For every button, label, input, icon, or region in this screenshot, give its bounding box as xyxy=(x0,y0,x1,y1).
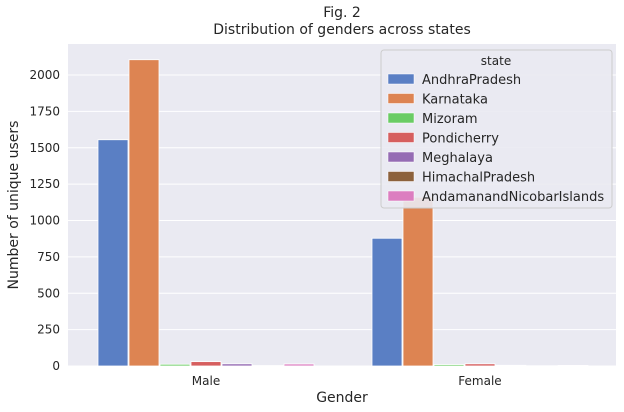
legend-swatch xyxy=(387,151,415,163)
bar-andhrapradesh-female xyxy=(371,237,403,367)
bar-andamanandnicobarislands-male xyxy=(283,363,315,367)
legend-swatch xyxy=(387,132,415,143)
x-axis-label: Gender xyxy=(316,390,368,406)
bar-andhrapradesh-male xyxy=(97,139,129,367)
y-tick-label: 2000 xyxy=(29,68,60,82)
bar-pondicherry-female xyxy=(464,363,496,367)
y-tick-label: 1250 xyxy=(29,177,60,191)
chart-title: Fig. 2 xyxy=(323,5,361,21)
y-axis-label: Number of unique users xyxy=(6,121,22,290)
legend-swatch xyxy=(387,93,415,104)
legend: state AndhraPradesh Karnataka Mizoram Pondi… xyxy=(380,49,613,209)
legend-label: Meghalaya xyxy=(422,151,493,166)
legend-swatch xyxy=(387,171,415,182)
legend-label: HimachalPradesh xyxy=(422,171,535,186)
bar-meghalaya-female xyxy=(495,364,527,367)
legend-swatch xyxy=(387,112,415,124)
legend-swatch xyxy=(387,73,415,85)
bar-mizoram-male xyxy=(159,363,191,367)
bars xyxy=(97,59,589,367)
x-tick-label: Male xyxy=(192,374,220,388)
legend-label: AndamanandNicobarIslands xyxy=(422,190,604,205)
y-tick-label: 1000 xyxy=(29,214,60,228)
bar-karnataka-female xyxy=(402,196,434,367)
legend-label: Mizoram xyxy=(422,112,478,127)
legend-label: Karnataka xyxy=(422,93,488,108)
bar-meghalaya-male xyxy=(221,363,253,367)
x-tick-labels: Male Female xyxy=(192,374,502,388)
y-tick-label: 1500 xyxy=(29,141,60,155)
y-tick-label: 500 xyxy=(37,286,60,300)
legend-label: Pondicherry xyxy=(422,132,499,147)
y-tick-label: 250 xyxy=(37,323,60,337)
y-tick-label: 1750 xyxy=(29,104,60,118)
bar-mizoram-female xyxy=(433,364,465,367)
legend-title: state xyxy=(481,54,511,68)
legend-swatch xyxy=(387,190,415,202)
legend-items: AndhraPradesh Karnataka Mizoram Pondicherry… xyxy=(387,73,604,205)
legend-box xyxy=(380,49,613,209)
legend-label: AndhraPradesh xyxy=(422,73,521,88)
bar-karnataka-male xyxy=(128,59,160,367)
chart-subtitle: Distribution of genders across states xyxy=(213,22,471,38)
x-tick-label: Female xyxy=(458,374,501,388)
y-tick-label: 750 xyxy=(37,250,60,264)
bar-pondicherry-male xyxy=(190,361,222,367)
y-tick-label: 0 xyxy=(52,359,60,373)
bar-andamanandnicobarislands-female xyxy=(557,365,589,367)
y-tick-labels: 0 250 500 750 1000 1250 1500 1750 2000 xyxy=(29,68,60,373)
